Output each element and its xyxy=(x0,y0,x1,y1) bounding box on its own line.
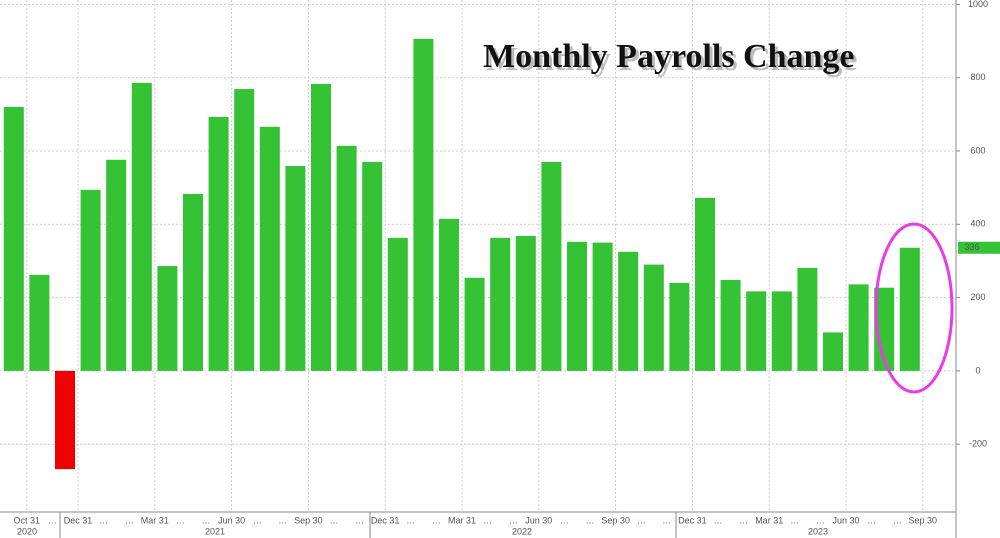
bar xyxy=(643,264,664,371)
chart-title: Monthly Payrolls Change xyxy=(483,38,855,75)
x-tick-dots: … xyxy=(560,515,569,525)
x-tick-dots: … xyxy=(662,515,671,525)
bar xyxy=(183,193,203,371)
last-value-label: 336 xyxy=(964,242,979,252)
bar xyxy=(311,83,331,371)
bar xyxy=(592,242,613,371)
x-tick-label: Jun 30 xyxy=(218,515,245,525)
year-label: 2020 xyxy=(17,526,37,536)
year-label: 2023 xyxy=(808,526,828,536)
x-tick-label: Oct 31 xyxy=(14,515,41,525)
bar xyxy=(899,247,920,371)
y-tick-label: 600 xyxy=(970,145,985,155)
bar xyxy=(285,166,306,371)
bar xyxy=(3,107,24,371)
bar xyxy=(259,126,280,371)
x-tick-dots: … xyxy=(637,515,646,525)
bar xyxy=(439,218,459,371)
y-tick-label: 400 xyxy=(970,219,985,229)
x-tick-dots: … xyxy=(509,515,518,525)
year-label: 2022 xyxy=(512,526,532,536)
bar xyxy=(131,82,152,371)
bar xyxy=(567,241,587,371)
bar xyxy=(55,370,75,470)
bar xyxy=(541,161,562,371)
bar xyxy=(618,251,639,371)
bar xyxy=(669,282,690,371)
bar xyxy=(413,38,434,371)
bar xyxy=(208,116,229,371)
x-tick-label: Dec 31 xyxy=(371,515,400,525)
x-tick-dots: … xyxy=(48,515,57,525)
bar xyxy=(823,332,843,371)
x-tick-dots: … xyxy=(176,515,185,525)
y-tick-label: -200 xyxy=(969,439,987,449)
bar xyxy=(771,291,792,371)
y-tick-label: 200 xyxy=(970,292,985,302)
bar xyxy=(80,189,101,371)
x-tick-dots: … xyxy=(483,515,492,525)
y-tick-label: 800 xyxy=(970,72,985,82)
y-tick-label: 1000 xyxy=(968,0,988,9)
year-label: 2021 xyxy=(205,526,225,536)
x-tick-label: Jun 30 xyxy=(832,515,859,525)
x-tick-dots: … xyxy=(406,515,415,525)
x-tick-dots: … xyxy=(278,515,287,525)
x-tick-dots: … xyxy=(330,515,339,525)
bar xyxy=(746,291,767,371)
x-tick-dots: … xyxy=(867,515,876,525)
y-tick-label: 0 xyxy=(975,365,980,375)
x-tick-dots: … xyxy=(202,515,211,525)
bar xyxy=(336,145,357,371)
title-shadow: Monthly Payrolls Change xyxy=(486,41,858,78)
x-tick-label: Dec 31 xyxy=(678,515,707,525)
bar xyxy=(874,287,895,371)
bar xyxy=(362,161,383,371)
bar xyxy=(387,237,408,371)
x-tick-dots: … xyxy=(586,515,595,525)
bar xyxy=(848,284,869,371)
bar xyxy=(720,280,741,371)
bar xyxy=(695,197,715,371)
x-tick-dots: … xyxy=(714,515,723,525)
bar xyxy=(106,159,127,371)
x-tick-label: Sep 30 xyxy=(601,515,630,525)
x-tick-dots: … xyxy=(125,515,134,525)
bar xyxy=(234,89,255,371)
x-tick-label: Dec 31 xyxy=(64,515,93,525)
x-tick-dots: … xyxy=(816,515,825,525)
bar xyxy=(157,266,178,371)
x-tick-dots: … xyxy=(99,515,108,525)
x-tick-dots: … xyxy=(739,515,748,525)
x-tick-dots: … xyxy=(253,515,262,525)
bar xyxy=(464,277,485,371)
x-tick-label: Jun 30 xyxy=(525,515,552,525)
x-tick-label: Mar 31 xyxy=(755,515,783,525)
bar xyxy=(490,237,511,371)
x-tick-dots: … xyxy=(355,515,364,525)
bar xyxy=(29,274,50,371)
highlight-ellipse xyxy=(874,222,954,394)
last-value-box xyxy=(958,241,1000,254)
x-tick-label: Sep 30 xyxy=(294,515,323,525)
x-tick-label: Sep 30 xyxy=(909,515,938,525)
x-tick-label: Mar 31 xyxy=(141,515,169,525)
x-tick-dots: … xyxy=(893,515,902,525)
bar xyxy=(797,267,818,371)
x-tick-dots: … xyxy=(790,515,799,525)
bar xyxy=(515,236,536,371)
x-tick-dots: … xyxy=(432,515,441,525)
x-tick-label: Mar 31 xyxy=(448,515,476,525)
